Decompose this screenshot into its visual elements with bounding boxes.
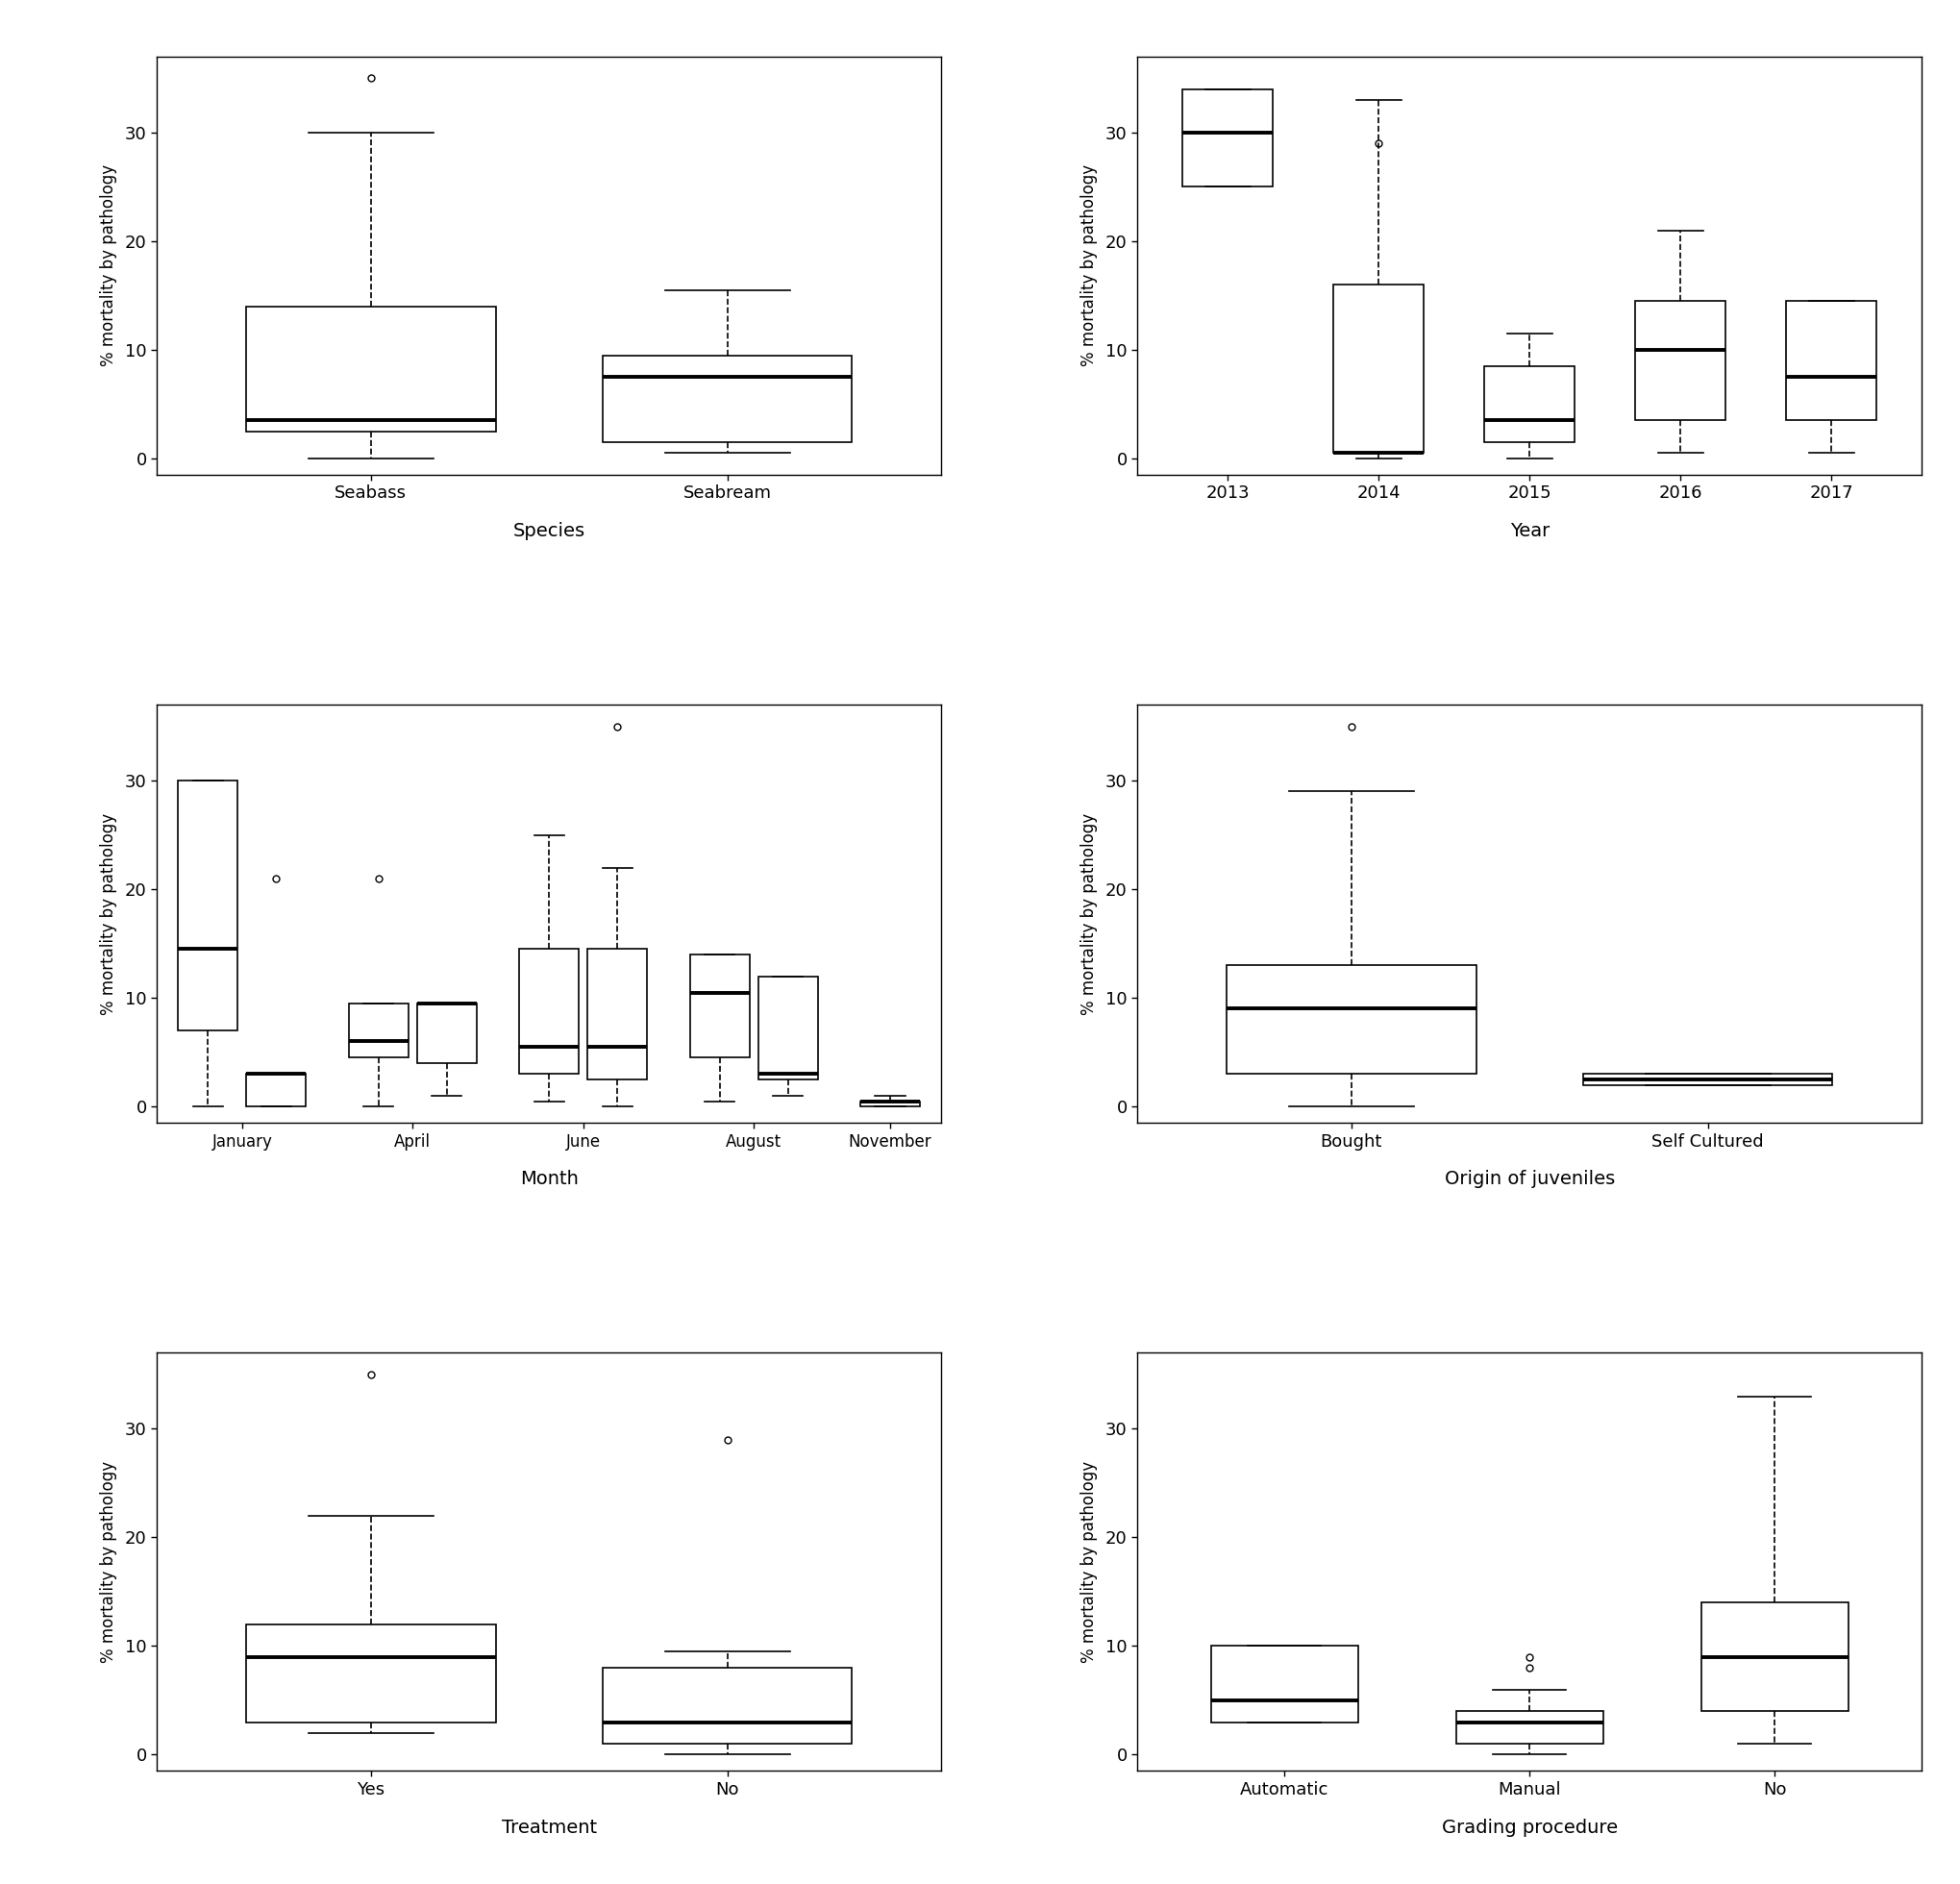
PathPatch shape [1225, 965, 1476, 1074]
PathPatch shape [417, 1004, 476, 1063]
PathPatch shape [1786, 301, 1876, 420]
X-axis label: Species: Species [514, 522, 584, 541]
PathPatch shape [1211, 1647, 1356, 1722]
Y-axis label: % mortality by pathology: % mortality by pathology [100, 164, 118, 367]
PathPatch shape [1701, 1603, 1848, 1711]
PathPatch shape [349, 1004, 408, 1057]
PathPatch shape [1454, 1711, 1603, 1745]
PathPatch shape [602, 1667, 853, 1745]
PathPatch shape [519, 950, 578, 1074]
PathPatch shape [860, 1100, 919, 1106]
Y-axis label: % mortality by pathology: % mortality by pathology [100, 812, 118, 1015]
PathPatch shape [1582, 1074, 1833, 1085]
Y-axis label: % mortality by pathology: % mortality by pathology [1080, 164, 1098, 367]
PathPatch shape [759, 976, 817, 1080]
X-axis label: Origin of juveniles: Origin of juveniles [1445, 1170, 1613, 1189]
PathPatch shape [588, 950, 647, 1080]
PathPatch shape [247, 1074, 306, 1106]
PathPatch shape [602, 356, 853, 443]
PathPatch shape [245, 1624, 496, 1722]
PathPatch shape [690, 955, 749, 1057]
Y-axis label: % mortality by pathology: % mortality by pathology [100, 1460, 118, 1664]
Y-axis label: % mortality by pathology: % mortality by pathology [1080, 812, 1098, 1015]
PathPatch shape [178, 780, 237, 1031]
X-axis label: Month: Month [519, 1170, 578, 1189]
PathPatch shape [1333, 284, 1423, 452]
PathPatch shape [1635, 301, 1725, 420]
PathPatch shape [1182, 89, 1272, 187]
X-axis label: Grading procedure: Grading procedure [1441, 1818, 1617, 1837]
Y-axis label: % mortality by pathology: % mortality by pathology [1080, 1460, 1098, 1664]
X-axis label: Treatment: Treatment [502, 1818, 596, 1837]
PathPatch shape [245, 307, 496, 431]
PathPatch shape [1484, 365, 1574, 443]
X-axis label: Year: Year [1509, 522, 1548, 541]
